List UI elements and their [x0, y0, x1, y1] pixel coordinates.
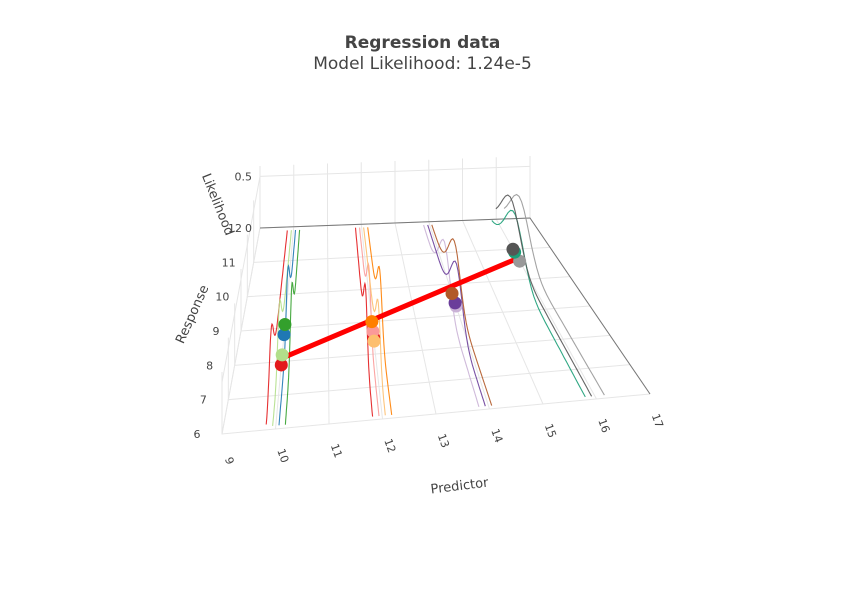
data-point[interactable]	[367, 334, 381, 348]
x-tick-label: 12	[381, 437, 398, 455]
likelihood-curve	[354, 227, 374, 417]
likelihood-curve	[359, 227, 380, 417]
grid-layer	[221, 156, 651, 435]
likelihood-curve	[284, 229, 301, 425]
y-tick-label: 7	[200, 394, 207, 407]
z-tick-label: 0.5	[235, 170, 253, 183]
likelihood-curve	[367, 227, 393, 415]
x-gridline	[360, 162, 383, 420]
likelihood-curve	[363, 227, 386, 416]
chart-subtitle: Model Likelihood: 1.24e-5	[313, 54, 532, 74]
data-point[interactable]	[275, 348, 289, 362]
y-tick-label: 6	[194, 428, 201, 441]
x-tick-label: 16	[595, 417, 612, 435]
chart-header: Regression data Model Likelihood: 1.24e-…	[0, 33, 845, 74]
data-point[interactable]	[278, 318, 292, 332]
likelihood-curve	[278, 229, 297, 426]
x-tick-label: 15	[542, 422, 559, 440]
chart-title: Regression data	[344, 33, 501, 53]
y-axis-title: Response	[173, 283, 212, 346]
x-tick-label: 9	[222, 455, 237, 466]
y-tick-label: 8	[206, 359, 213, 372]
likelihood-curves	[265, 193, 605, 426]
regression-line-layer	[279, 255, 521, 361]
y-tick-label: 9	[213, 325, 220, 338]
likelihood-curve	[272, 230, 292, 426]
x-tick-label: 10	[274, 447, 291, 465]
z-axis-title: Likelihood	[198, 171, 236, 237]
data-points[interactable]	[274, 242, 527, 372]
y-tick-label: 10	[215, 291, 229, 304]
data-point[interactable]	[277, 328, 291, 342]
likelihood-curve	[503, 193, 605, 396]
x-tick-label: 17	[649, 412, 666, 430]
data-point[interactable]	[445, 287, 459, 301]
likelihood-curve	[491, 209, 586, 398]
x-gridline	[529, 156, 651, 395]
z-gridline	[221, 165, 531, 383]
x-gridline	[327, 163, 330, 425]
data-point[interactable]	[506, 242, 520, 256]
zero-plane-edge	[259, 217, 651, 395]
regression-line	[279, 255, 521, 361]
z-tick-label: 0	[245, 222, 252, 235]
likelihood-curve	[265, 230, 288, 425]
likelihood-curve	[431, 224, 493, 406]
x-tick-label: 13	[435, 432, 452, 450]
x-tick-label: 14	[488, 427, 505, 445]
data-point[interactable]	[365, 315, 379, 329]
likelihood-curve	[495, 194, 593, 397]
y-tick-label: 12	[228, 222, 242, 235]
likelihood-curve	[427, 224, 486, 407]
data-point[interactable]	[274, 358, 288, 372]
x-tick-label: 11	[328, 442, 345, 460]
data-point[interactable]	[366, 324, 380, 338]
x-axis-title: Predictor	[430, 475, 490, 497]
y-tick-label: 11	[222, 256, 236, 269]
